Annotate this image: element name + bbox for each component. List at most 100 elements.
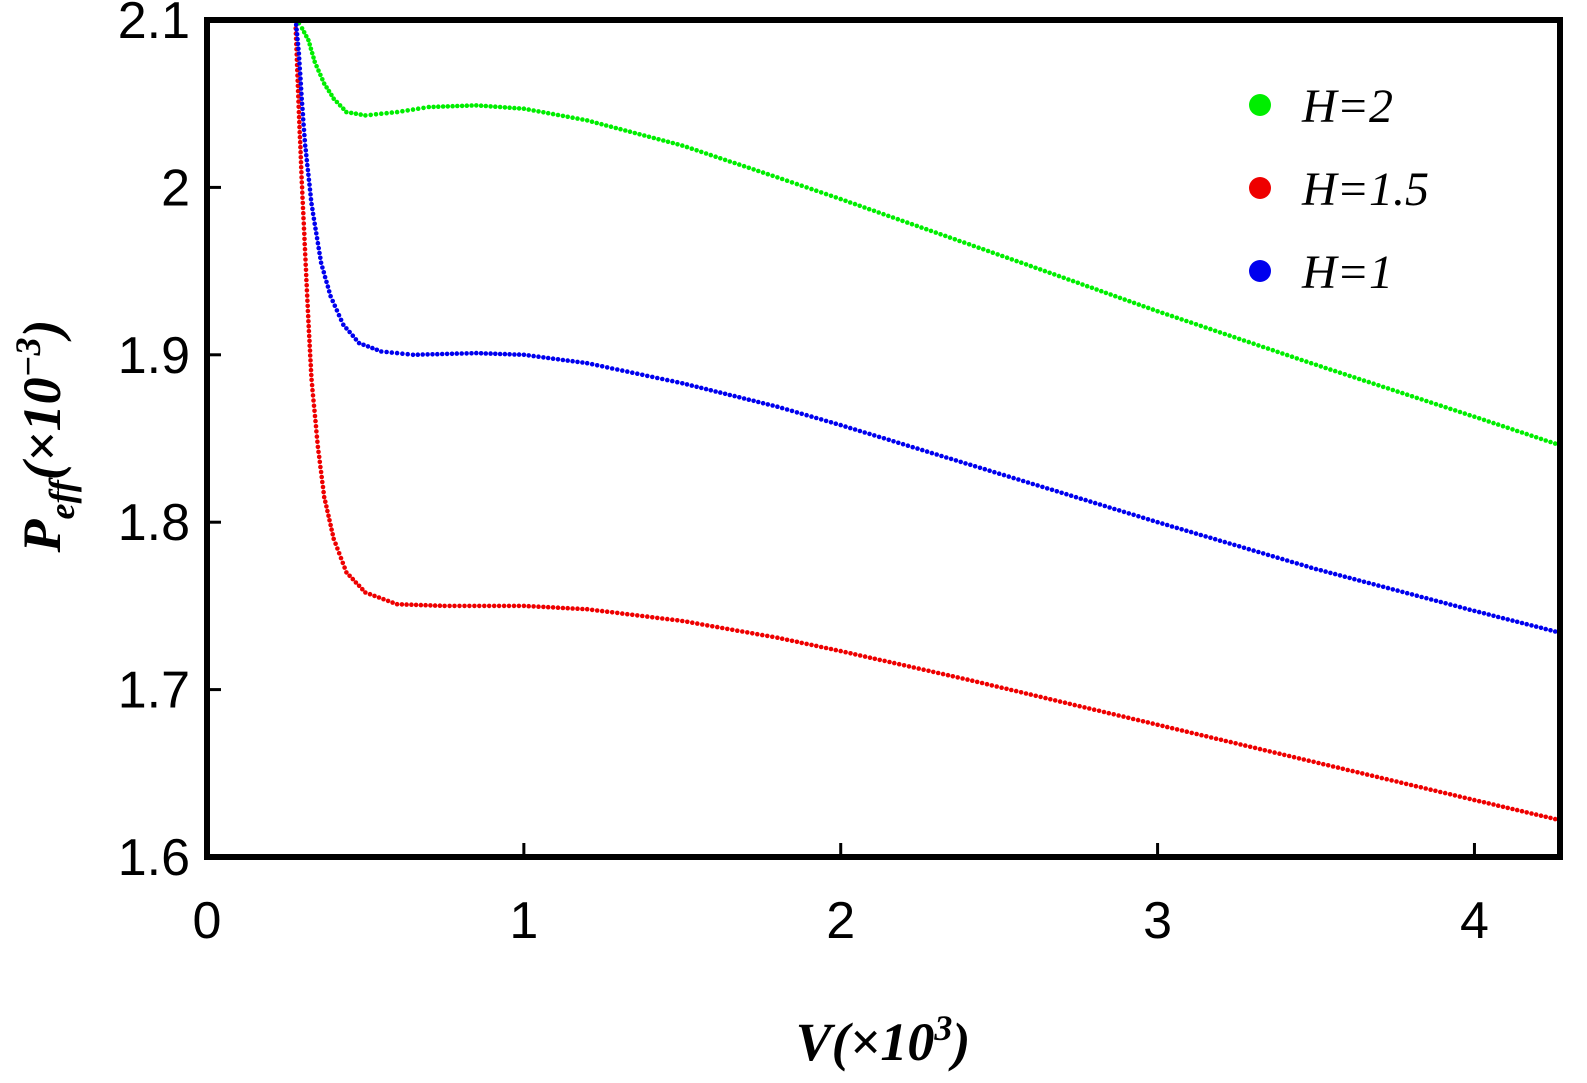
data-point <box>713 154 718 159</box>
data-point <box>594 363 600 368</box>
data-point <box>637 132 642 137</box>
data-point <box>363 590 368 595</box>
data-point <box>305 303 311 309</box>
data-point <box>322 274 328 280</box>
data-point <box>1462 795 1467 801</box>
x-tick-label: 3 <box>1143 892 1172 950</box>
data-point <box>881 436 887 441</box>
data-point <box>296 104 302 110</box>
data-point <box>1448 406 1453 412</box>
data-point <box>1194 731 1199 737</box>
data-point <box>730 627 735 633</box>
data-point <box>1457 794 1463 799</box>
data-point <box>689 146 695 151</box>
data-point <box>699 385 704 391</box>
data-point <box>1364 772 1370 777</box>
data-point <box>316 68 321 73</box>
data-point <box>1366 580 1372 586</box>
data-point <box>555 357 561 362</box>
data-point <box>311 216 317 222</box>
data-point <box>317 459 323 465</box>
data-point <box>996 471 1002 477</box>
data-point <box>1102 503 1108 509</box>
data-point <box>302 138 308 143</box>
data-point <box>933 230 939 235</box>
data-point <box>995 252 1000 257</box>
data-point <box>1140 515 1146 521</box>
data-point <box>294 27 299 32</box>
data-point <box>410 107 416 112</box>
data-point <box>297 61 302 66</box>
data-point <box>1548 628 1553 633</box>
data-point <box>306 177 312 182</box>
data-point <box>1486 419 1491 424</box>
data-point <box>926 668 931 674</box>
data-point <box>321 81 327 86</box>
data-point <box>305 162 310 168</box>
data-point <box>599 608 605 614</box>
data-point <box>1394 779 1399 784</box>
data-point <box>928 228 934 234</box>
data-point <box>1495 422 1501 427</box>
data-point <box>1356 376 1362 382</box>
data-point <box>910 444 915 450</box>
data-point <box>324 85 329 90</box>
data-point <box>708 152 714 158</box>
data-point <box>353 580 359 585</box>
data-point <box>760 632 765 638</box>
data-point <box>828 193 834 199</box>
data-point <box>1395 588 1400 593</box>
data-point <box>999 685 1004 690</box>
data-point <box>727 392 733 398</box>
data-point <box>367 591 373 597</box>
data-point <box>746 165 752 171</box>
data-point <box>309 377 314 383</box>
data-point <box>327 518 332 523</box>
data-point <box>1495 803 1501 808</box>
data-point <box>501 603 507 609</box>
data-point <box>1457 409 1463 415</box>
data-point <box>756 399 761 405</box>
data-point <box>665 377 670 383</box>
data-point <box>1238 742 1243 747</box>
data-point <box>1107 505 1112 510</box>
data-point <box>306 319 311 324</box>
data-point <box>809 186 814 192</box>
data-point <box>882 658 887 664</box>
data-point <box>848 425 853 431</box>
y-tick-label: 1.6 <box>118 829 190 887</box>
data-point <box>449 351 455 357</box>
data-point <box>323 499 328 505</box>
data-point <box>970 678 975 683</box>
data-point <box>565 605 570 611</box>
data-point <box>1150 307 1156 312</box>
data-point <box>376 595 382 600</box>
data-point <box>971 243 977 249</box>
data-point <box>1505 805 1510 811</box>
data-point <box>1404 590 1410 596</box>
data-point <box>1495 614 1501 620</box>
data-point <box>511 603 517 609</box>
data-point <box>1380 584 1386 590</box>
data-point <box>1447 792 1453 797</box>
data-point <box>1371 381 1376 387</box>
data-point <box>318 464 323 470</box>
data-point <box>1414 395 1420 401</box>
data-point <box>1472 414 1477 420</box>
data-point <box>695 621 700 626</box>
data-point <box>955 675 960 680</box>
data-point <box>630 370 635 376</box>
data-point <box>1306 758 1311 763</box>
data-point <box>304 288 310 293</box>
data-point <box>1524 810 1529 815</box>
data-point <box>307 348 313 353</box>
data-point <box>1519 808 1525 814</box>
data-point <box>1028 692 1034 697</box>
data-point <box>318 72 323 78</box>
data-point <box>775 175 780 180</box>
data-point <box>1232 542 1237 548</box>
data-point <box>298 165 304 170</box>
data-point <box>531 604 536 609</box>
data-point <box>455 103 460 109</box>
data-point <box>541 355 546 360</box>
